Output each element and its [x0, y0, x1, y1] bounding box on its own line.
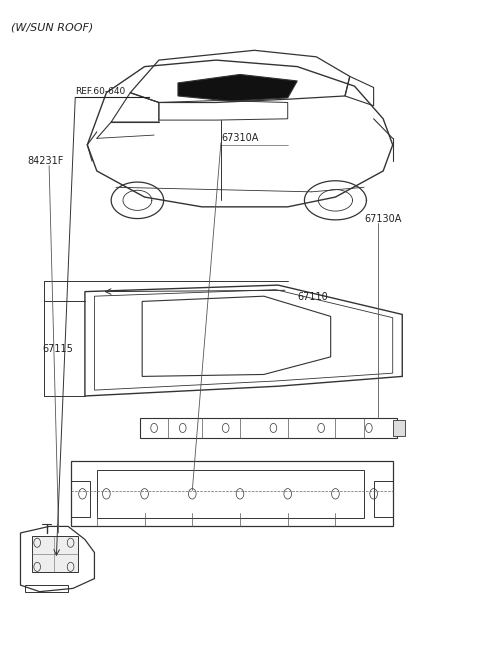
FancyBboxPatch shape — [393, 420, 405, 436]
Text: REF.60-640: REF.60-640 — [75, 87, 126, 96]
Text: 67110: 67110 — [297, 293, 328, 303]
Text: 84231F: 84231F — [28, 156, 64, 166]
Text: (W/SUN ROOF): (W/SUN ROOF) — [11, 22, 93, 32]
Text: 67130A: 67130A — [364, 214, 401, 223]
FancyBboxPatch shape — [33, 536, 78, 572]
Text: 67310A: 67310A — [221, 134, 258, 143]
Text: 67115: 67115 — [42, 344, 73, 354]
Polygon shape — [178, 75, 297, 101]
